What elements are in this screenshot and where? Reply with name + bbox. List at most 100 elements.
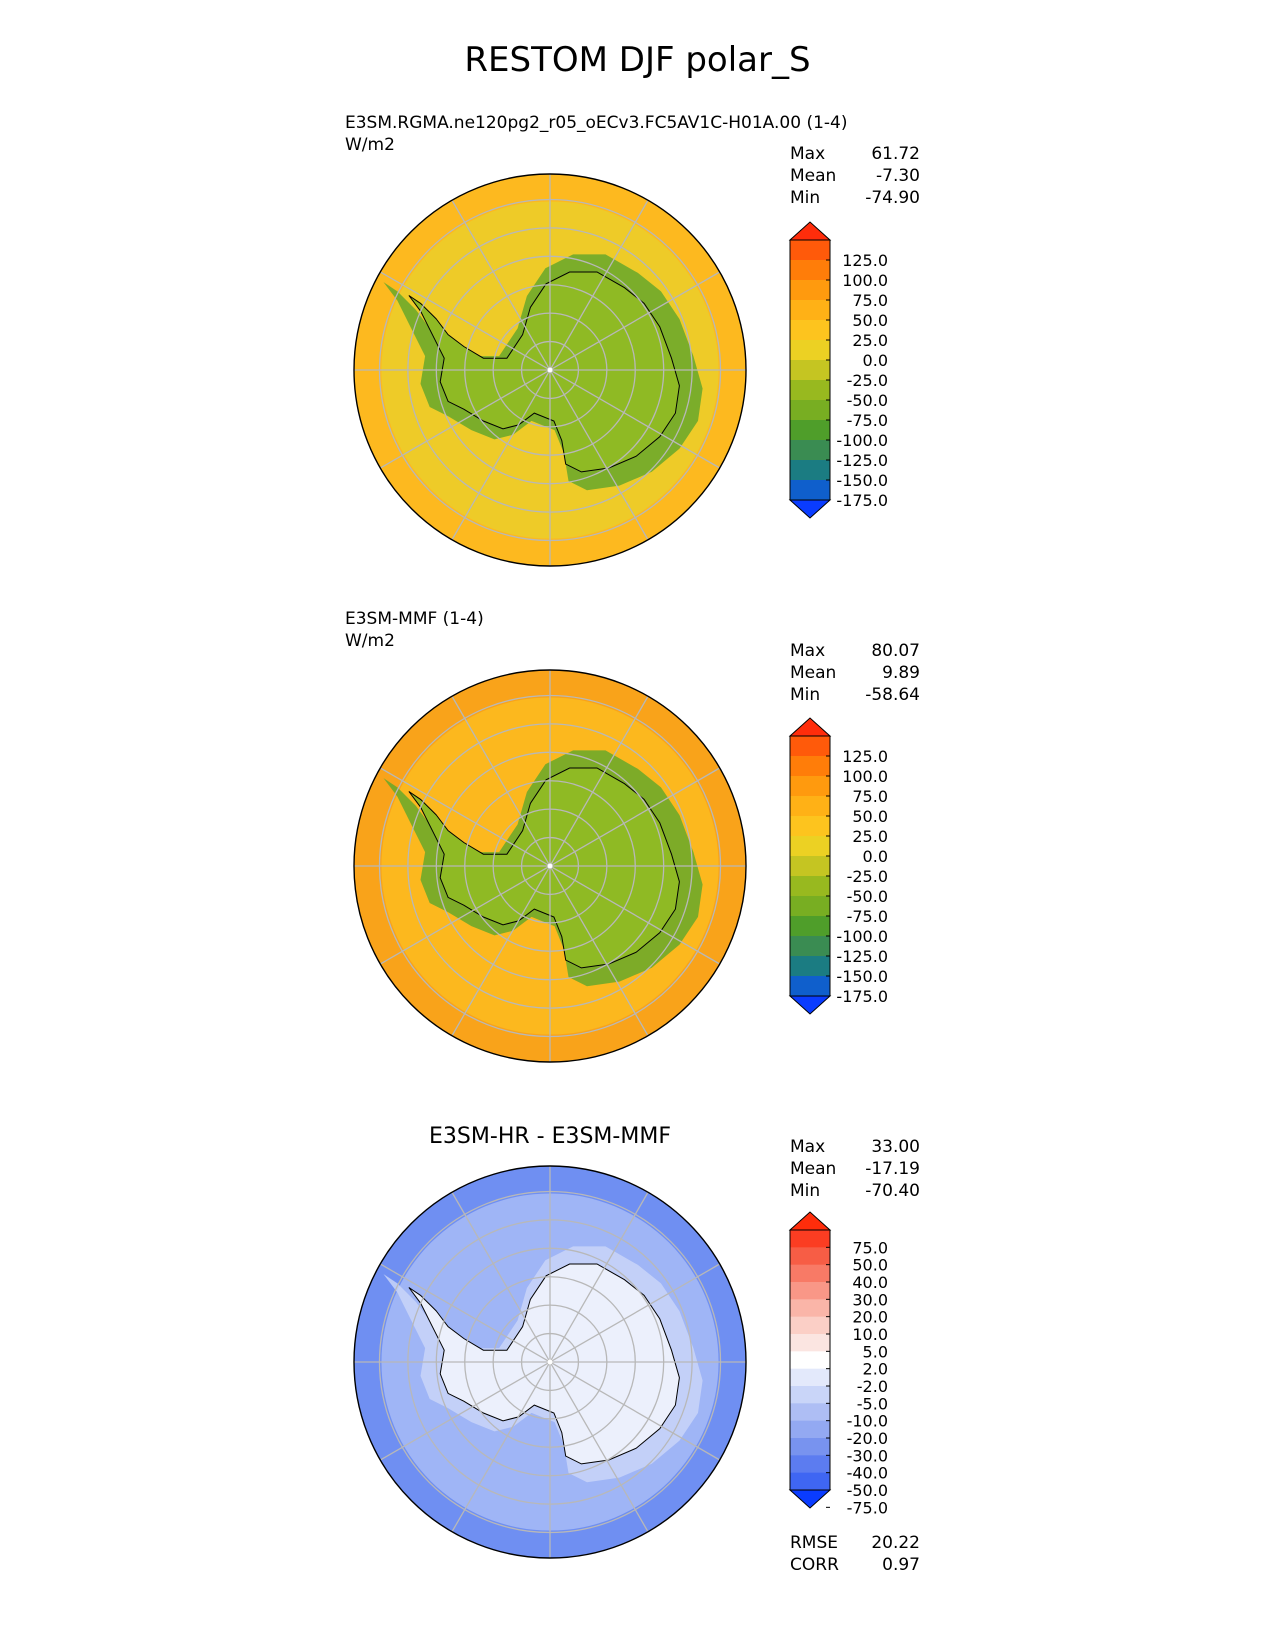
colorbar-segment bbox=[790, 1282, 830, 1300]
colorbar-segment bbox=[790, 1455, 830, 1474]
panel1-units: W/m2 bbox=[345, 135, 395, 155]
panel1-subtitle: E3SM.RGMA.ne120pg2_r05_oECv3.FC5AV1C-H01… bbox=[345, 113, 848, 133]
panel3-stats: Max 33.00 Mean -17.19 Min -70.40 bbox=[790, 1136, 920, 1202]
colorbar-segment bbox=[790, 936, 830, 957]
colorbar-tick-label: 5.0 bbox=[863, 1342, 888, 1361]
colorbar-tick-label: 0.0 bbox=[863, 847, 888, 866]
stat-value: -17.19 bbox=[865, 1159, 920, 1179]
colorbar-segment bbox=[790, 1386, 830, 1404]
colorbar-tick-label: 25.0 bbox=[852, 827, 888, 846]
stat-label: Max bbox=[790, 144, 826, 164]
map-group bbox=[353, 669, 747, 1063]
colorbar-segment bbox=[790, 876, 830, 897]
stat-label: Min bbox=[790, 188, 821, 208]
colorbar-tick-label: -125.0 bbox=[836, 451, 888, 470]
colorbar-tick-label: -5.0 bbox=[857, 1394, 888, 1413]
colorbar-segment bbox=[790, 440, 830, 461]
antarctica-continent bbox=[408, 271, 680, 473]
panel2-units: W/m2 bbox=[345, 631, 395, 651]
colorbar-segment bbox=[790, 1351, 830, 1370]
colorbar-segment bbox=[790, 240, 830, 261]
colorbar-tick-label: -75.0 bbox=[847, 1498, 888, 1517]
colorbar-tick-label: 125.0 bbox=[842, 747, 888, 766]
stat-value: 61.72 bbox=[871, 144, 920, 164]
colorbar-segment bbox=[790, 360, 830, 381]
panel2-colorbar: 125.0100.075.050.025.00.0-25.0-50.0-75.0… bbox=[788, 717, 888, 1015]
rmse-value: 20.22 bbox=[871, 1533, 920, 1553]
colorbar-segment bbox=[790, 796, 830, 817]
stat-value: 9.89 bbox=[882, 663, 920, 683]
colorbar-segment bbox=[790, 380, 830, 401]
stat-value: -74.90 bbox=[865, 188, 920, 208]
colorbar-tick-label: 75.0 bbox=[852, 787, 888, 806]
colorbar-segment bbox=[790, 1334, 830, 1352]
colorbar-tick-label: -125.0 bbox=[836, 947, 888, 966]
colorbar-extend-max bbox=[788, 221, 832, 241]
map-boundary bbox=[353, 173, 747, 567]
stat-label: Mean bbox=[790, 1159, 837, 1179]
colorbar-tick-label: -175.0 bbox=[836, 987, 888, 1006]
diff-panel-title: E3SM-HR - E3SM-MMF bbox=[429, 1124, 671, 1149]
colorbar-frame bbox=[789, 239, 831, 501]
colorbar-tick-label: 100.0 bbox=[842, 767, 888, 786]
colorbar-tick-label: 20.0 bbox=[852, 1308, 888, 1327]
panel1-polar-map bbox=[353, 173, 747, 567]
colorbar-segment bbox=[790, 1299, 830, 1318]
stat-label: Max bbox=[790, 1137, 826, 1157]
colorbar-extend-min bbox=[788, 499, 832, 519]
colorbar-segment bbox=[790, 916, 830, 937]
colorbar-segment bbox=[790, 976, 830, 997]
panel1-stats: Max 61.72 Mean -7.30 Min -74.90 bbox=[790, 143, 920, 209]
colorbar-tick-label: 30.0 bbox=[852, 1290, 888, 1309]
colorbar-segment bbox=[790, 736, 830, 757]
colorbar-tick-label: 75.0 bbox=[852, 1238, 888, 1257]
colorbar-tick-label: -150.0 bbox=[836, 967, 888, 986]
pole-marker bbox=[547, 863, 553, 869]
colorbar-segment bbox=[790, 1472, 830, 1491]
colorbar-segment bbox=[790, 896, 830, 917]
colorbar-tick-label: -40.0 bbox=[847, 1464, 888, 1483]
colorbar-segment bbox=[790, 1264, 830, 1283]
colorbar-tick-label: 25.0 bbox=[852, 331, 888, 350]
colorbar-tick-label: -30.0 bbox=[847, 1446, 888, 1465]
colorbar-extend-max bbox=[788, 1211, 832, 1231]
colorbar-segment bbox=[790, 816, 830, 837]
colorbar-segment bbox=[790, 400, 830, 421]
panel3-extra-stats: RMSE 20.22 CORR 0.97 bbox=[790, 1532, 920, 1576]
panel3-polar-map bbox=[353, 1165, 747, 1559]
map-group bbox=[353, 1165, 747, 1559]
colorbar-extend-min bbox=[788, 1489, 832, 1509]
antarctica-continent bbox=[408, 1263, 680, 1465]
colorbar-tick-label: -25.0 bbox=[847, 867, 888, 886]
colorbar-frame bbox=[789, 1229, 831, 1491]
pole-marker bbox=[547, 1359, 553, 1365]
colorbar-tick-label: 50.0 bbox=[852, 1256, 888, 1275]
panel2-subtitle: E3SM-MMF (1-4) bbox=[345, 609, 484, 629]
map-group bbox=[353, 173, 747, 567]
colorbar-segment bbox=[790, 420, 830, 441]
colorbar-tick-label: -25.0 bbox=[847, 371, 888, 390]
colorbar-segment bbox=[790, 1438, 830, 1456]
colorbar-segment bbox=[790, 340, 830, 361]
stat-value: -7.30 bbox=[876, 166, 920, 186]
colorbar-tick-label: 125.0 bbox=[842, 251, 888, 270]
panel3-colorbar: 75.050.040.030.020.010.05.02.0-2.0-5.0-1… bbox=[788, 1211, 888, 1517]
stat-value: 80.07 bbox=[871, 641, 920, 661]
colorbar-frame bbox=[789, 735, 831, 997]
stat-label: Min bbox=[790, 1181, 821, 1201]
colorbar-tick-label: -150.0 bbox=[836, 471, 888, 490]
colorbar-extend-min bbox=[788, 995, 832, 1015]
colorbar-tick-label: -100.0 bbox=[836, 927, 888, 946]
antarctica-continent bbox=[408, 767, 680, 969]
colorbar-segment bbox=[790, 1316, 830, 1335]
colorbar-tick-label: 50.0 bbox=[852, 311, 888, 330]
colorbar-tick-label: 2.0 bbox=[863, 1360, 888, 1379]
colorbar-segment bbox=[790, 460, 830, 481]
colorbar-tick-label: 100.0 bbox=[842, 271, 888, 290]
colorbar-segment bbox=[790, 836, 830, 857]
colorbar-tick-label: 50.0 bbox=[852, 807, 888, 826]
colorbar-tick-label: -175.0 bbox=[836, 491, 888, 510]
colorbar-tick-label: 75.0 bbox=[852, 291, 888, 310]
colorbar-tick-label: -75.0 bbox=[847, 907, 888, 926]
colorbar-segment bbox=[790, 856, 830, 877]
